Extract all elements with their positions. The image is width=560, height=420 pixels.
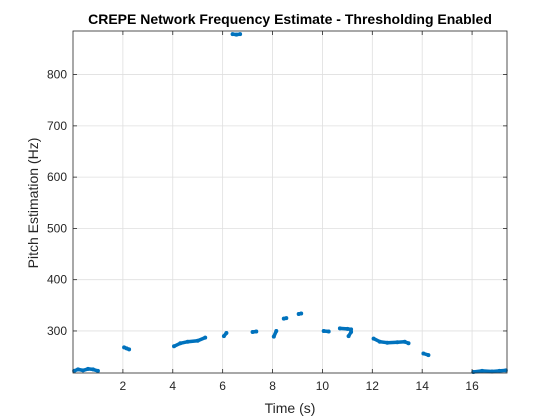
x-tick-label: 6 [219,379,226,393]
data-point [345,326,350,331]
data-point [172,344,176,349]
data-point [234,32,239,37]
y-tick-label: 400 [47,273,67,287]
data-point [497,368,502,373]
x-tick-label: 14 [416,379,430,393]
data-point [480,368,485,373]
y-tick-label: 300 [47,324,67,338]
data-point [185,339,190,344]
grid-lines [73,31,507,373]
data-point [95,368,100,373]
data-point [421,351,426,356]
chart-title: CREPE Network Frequency Estimate - Thres… [88,11,492,27]
data-point [346,334,351,339]
data-point [349,330,354,334]
data-point [195,338,200,343]
data-point [385,340,390,345]
data-point [284,316,289,321]
data-point [250,330,255,334]
data-point [86,366,90,371]
data-point [395,340,400,345]
data-point [224,331,229,335]
data-point [221,334,226,339]
data-point [230,32,235,37]
x-tick-label: 4 [169,379,176,393]
data-point [81,368,85,373]
x-tick-label: 12 [366,379,380,393]
axes-background [73,31,507,373]
y-axis-label: Pitch Estimation (Hz) [25,138,41,269]
x-tick-label: 8 [269,379,276,393]
data-point [299,311,304,316]
data-point [238,32,243,37]
y-tick-label: 500 [47,221,67,235]
axis-ticks: 2 4 6 8 10 12 14 16 300 400 500 600 700 800 [47,31,507,393]
data-point [91,367,95,372]
x-tick-label: 10 [316,379,330,393]
data-point [406,341,411,346]
y-tick-label: 600 [47,170,67,184]
data-point [321,329,326,333]
y-tick-label: 700 [47,119,67,133]
data-point [426,353,431,358]
x-tick-label: 2 [120,379,127,393]
data-point [274,329,279,333]
data-point [371,336,376,341]
data-point [337,326,342,331]
data-point [178,341,183,346]
data-point [377,339,382,344]
x-axis-label: Time (s) [265,400,316,416]
y-tick-label: 800 [47,68,67,82]
data-point [402,339,407,344]
plot-area: 2 4 6 8 10 12 14 16 300 400 500 600 700 800 [47,30,508,393]
data-point [271,334,276,339]
data-point [326,329,331,334]
data-point [203,335,208,340]
data-point [127,347,132,352]
axes-box [72,30,508,374]
data-point [254,329,259,334]
data-point [76,367,80,372]
data-point [490,369,494,374]
x-tick-label: 16 [465,379,479,393]
